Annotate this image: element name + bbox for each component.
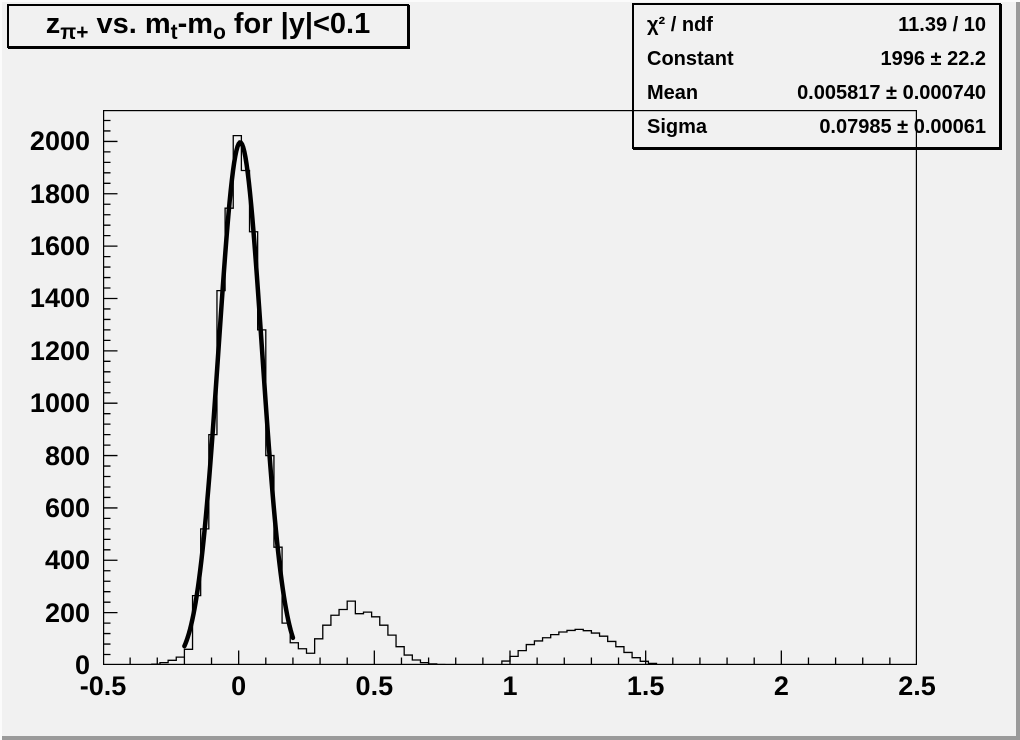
x-axis-label-0: 0: [231, 671, 247, 701]
y-axis-label-1200: 1200: [29, 335, 90, 366]
stats-label-mean: Mean: [647, 81, 699, 104]
x-axis-label-2.5: 2.5: [898, 671, 936, 701]
stats-value-chi2: 11.39 / 10: [898, 13, 986, 36]
plot-title-box: zπ+ vs. mt-mo for |y|<0.1: [7, 4, 409, 48]
stats-row-mean: Mean 0.005817 ± 0.000740: [647, 82, 986, 105]
histogram-line: [103, 135, 917, 665]
stats-label-sigma: Sigma: [647, 115, 708, 138]
y-axis-label-800: 800: [44, 440, 90, 471]
title-text: for |y|<0.1: [225, 7, 371, 40]
fit-stats-box: χ² / ndf 11.39 / 10 Constant 1996 ± 22.2…: [632, 3, 1001, 149]
title-text: vs. m: [88, 7, 171, 40]
frame-border: [103, 110, 917, 665]
plot-frame: [103, 110, 917, 665]
y-axis-label-0: 0: [74, 650, 90, 680]
title-subscript: π+: [60, 20, 89, 44]
stats-row-constant: Constant 1996 ± 22.2: [647, 48, 986, 71]
y-axis-label-400: 400: [44, 545, 90, 576]
axis-ticks: [103, 119, 891, 665]
stats-label-constant: Constant: [647, 47, 734, 70]
title-text: -m: [177, 7, 214, 40]
y-axis-label-1400: 1400: [29, 283, 90, 314]
x-axis-label-1: 1: [502, 671, 518, 701]
stats-value-mean: 0.005817 ± 0.000740: [797, 81, 986, 104]
y-axis-label-600: 600: [44, 492, 90, 523]
x-axis-label-0.5: 0.5: [355, 671, 394, 701]
title-text: z: [45, 7, 61, 40]
x-axis-label-1.5: 1.5: [626, 671, 665, 701]
plot-title: zπ+ vs. mt-mo for |y|<0.1: [46, 8, 370, 45]
y-axis-label-1800: 1800: [29, 178, 90, 209]
title-subscript: t: [170, 20, 178, 44]
y-axis-label-1600: 1600: [29, 231, 90, 262]
stats-row-sigma: Sigma 0.07985 ± 0.00061: [647, 116, 986, 139]
stats-value-sigma: 0.07985 ± 0.00061: [819, 115, 986, 138]
stats-value-constant: 1996 ± 22.2: [880, 47, 986, 70]
y-axis-label-2000: 2000: [29, 126, 90, 157]
gaussian-fit-curve: [182, 140, 296, 649]
y-axis-label-1000: 1000: [29, 388, 90, 419]
title-subscript: o: [213, 20, 226, 44]
stats-label-chi2: χ² / ndf: [647, 13, 713, 36]
stats-row-chi2: χ² / ndf 11.39 / 10: [647, 14, 986, 37]
x-axis-label--0.5: -0.5: [79, 671, 127, 701]
y-axis-label-200: 200: [44, 597, 90, 628]
x-axis-label-2: 2: [773, 671, 789, 701]
